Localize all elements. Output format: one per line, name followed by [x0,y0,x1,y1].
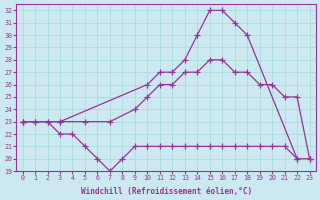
X-axis label: Windchill (Refroidissement éolien,°C): Windchill (Refroidissement éolien,°C) [81,187,252,196]
